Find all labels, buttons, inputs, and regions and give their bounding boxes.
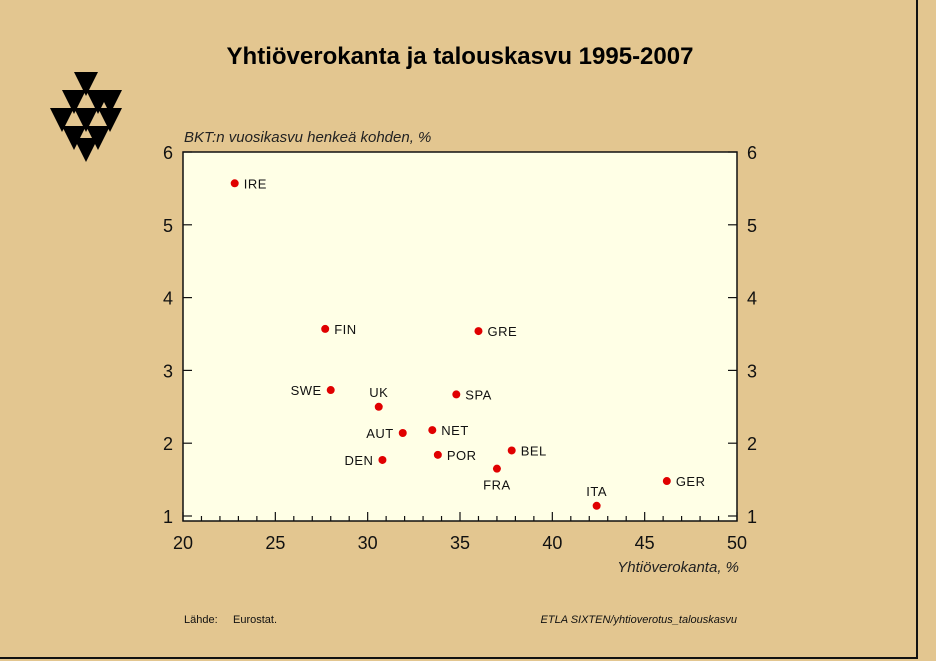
data-point-den <box>378 455 387 464</box>
x-tick-label: 20 <box>173 533 193 553</box>
point-label-aut: AUT <box>366 426 394 441</box>
data-point-spa <box>452 390 461 399</box>
x-tick-label: 40 <box>542 533 562 553</box>
y-axis-label: BKT:n vuosikasvu henkeä kohden, % <box>184 129 431 146</box>
point-label-gre: GRE <box>487 324 517 339</box>
data-point-net <box>428 426 437 435</box>
y-tick-label-right: 2 <box>747 434 757 454</box>
point-label-ita: ITA <box>586 484 607 499</box>
credit-text: ETLA SIXTEN/yhtioverotus_talouskasvu <box>541 614 737 626</box>
point-label-fin: FIN <box>334 322 356 337</box>
data-point-ger <box>662 477 671 486</box>
y-tick-label-right: 3 <box>747 361 757 381</box>
data-point-fin <box>321 324 330 333</box>
plot-area <box>182 151 738 522</box>
etla-logo <box>50 72 122 162</box>
data-point-por <box>433 450 442 459</box>
data-point-fra <box>492 464 501 473</box>
x-tick-label: 45 <box>635 533 655 553</box>
x-tick-label: 30 <box>358 533 378 553</box>
y-tick-label-left: 1 <box>163 507 173 527</box>
data-point-swe <box>326 386 335 395</box>
point-label-ire: IRE <box>244 176 267 191</box>
point-label-uk: UK <box>369 385 388 400</box>
data-point-gre <box>474 327 483 336</box>
y-tick-label-left: 6 <box>163 143 173 163</box>
point-label-net: NET <box>441 423 469 438</box>
y-tick-label-left: 3 <box>163 361 173 381</box>
y-tick-label-right: 4 <box>747 289 757 309</box>
y-tick-label-left: 5 <box>163 216 173 236</box>
x-tick-label: 35 <box>450 533 470 553</box>
data-point-aut <box>398 429 407 438</box>
data-point-ire <box>230 179 239 188</box>
axis-ticks: 20 25 30 35 40 45 501 12 23 34 45 56 6 <box>163 143 757 553</box>
y-tick-label-right: 1 <box>747 507 757 527</box>
y-tick-label-left: 2 <box>163 434 173 454</box>
data-point-bel <box>507 446 516 455</box>
x-axis-label: Yhtiöverokanta, % <box>617 559 739 576</box>
point-label-ger: GER <box>676 474 706 489</box>
data-point-uk <box>374 402 383 411</box>
data-points: IRE FIN GRE SWE UK SPA AUT NET DEN POR BEL FRA ITA GE… <box>230 176 706 510</box>
y-tick-label-left: 4 <box>163 289 173 309</box>
source-label: Lähde: <box>184 614 218 626</box>
data-point-ita <box>592 501 601 510</box>
source-value: Eurostat. <box>233 614 277 626</box>
x-tick-label: 50 <box>727 533 747 553</box>
point-label-bel: BEL <box>521 443 547 458</box>
point-label-spa: SPA <box>465 387 492 402</box>
x-tick-label: 25 <box>265 533 285 553</box>
y-tick-label-right: 5 <box>747 216 757 236</box>
point-label-por: POR <box>447 448 477 463</box>
point-label-den: DEN <box>344 453 373 468</box>
chart-title: Yhtiöverokanta ja talouskasvu 1995-2007 <box>227 43 694 70</box>
y-tick-label-right: 6 <box>747 143 757 163</box>
chart-frame <box>0 0 918 659</box>
point-label-swe: SWE <box>291 383 322 398</box>
point-label-fra: FRA <box>483 478 511 493</box>
